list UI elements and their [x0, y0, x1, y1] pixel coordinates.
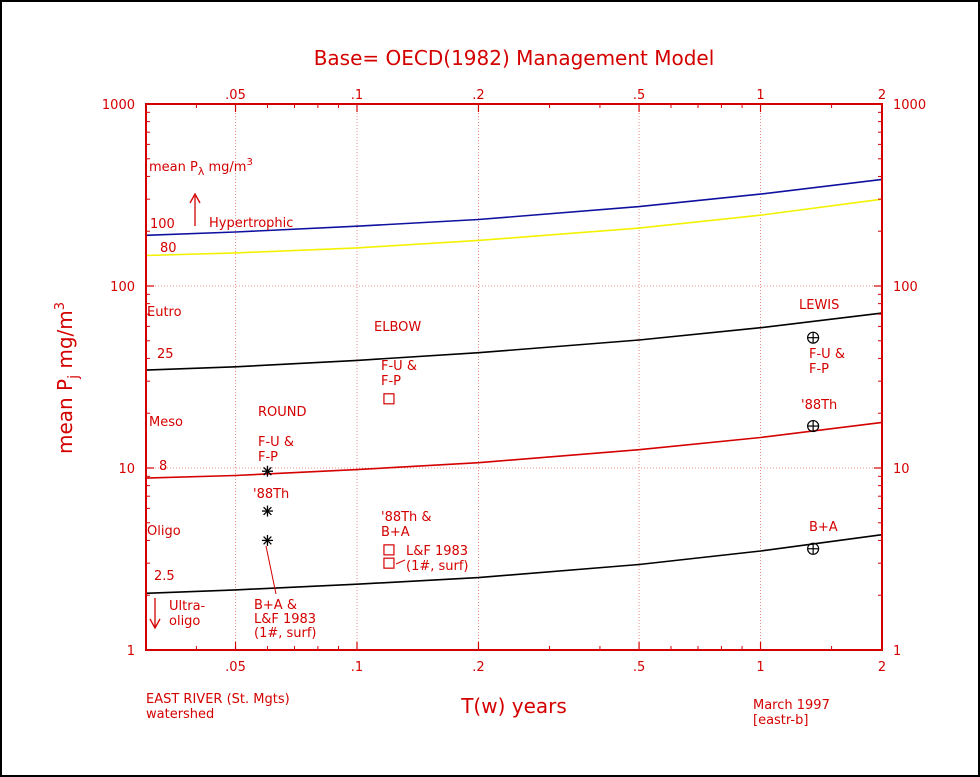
x-tick-label-top: .05 — [225, 88, 246, 103]
curve-label-100: 100 — [150, 217, 175, 232]
round-label: ROUND — [258, 405, 307, 420]
elbow-lf-line2: (1#, surf) — [406, 559, 469, 574]
down-arrow-icon — [149, 598, 161, 630]
curve-label-2-5: 2.5 — [154, 569, 175, 584]
lewis-label: LEWIS — [799, 298, 839, 313]
model-curves — [145, 178, 883, 595]
round-ba-line2: L&F 1983 — [254, 612, 316, 627]
y-tick-label-right: 1000 — [893, 98, 926, 113]
y-axis-label-sup: 3 — [53, 302, 68, 310]
y-tick-label-right: 1 — [893, 644, 901, 659]
x-tick-label-top: 1 — [756, 88, 764, 103]
lewis-88th-label: '88Th — [801, 398, 837, 413]
round-leader-line — [265, 545, 277, 595]
curve-label-80: 80 — [160, 241, 177, 256]
x-tick-label-bottom: .05 — [225, 660, 246, 675]
eutro-label: Eutro — [147, 305, 182, 320]
elbow-lf-line1: L&F 1983 — [406, 544, 468, 559]
elbow-88th-line2: B+A — [381, 525, 410, 540]
x-tick-label-bottom: .1 — [351, 660, 363, 675]
round-88th-label: '88Th — [253, 487, 289, 502]
round-ba-line1: B+A & — [254, 598, 297, 613]
x-tick-label-top: .5 — [633, 88, 645, 103]
y-axis-label-sub: j — [66, 375, 82, 380]
curve-25 — [145, 312, 883, 371]
lewis-circle-plus-marker — [807, 542, 820, 555]
date-line1: March 1997 — [753, 698, 830, 713]
lewis-fu-line1: F-U & — [809, 347, 845, 362]
elbow-fu-line1: F-U & — [381, 359, 417, 374]
star-stroke — [263, 536, 272, 545]
axis-ticks — [146, 103, 883, 651]
lewis-circle-plus-marker — [807, 419, 820, 433]
curve-label-8: 8 — [159, 459, 167, 474]
curve-100 — [145, 178, 883, 237]
round-star-marker — [261, 534, 273, 546]
elbow-88th-line1: '88Th & — [381, 510, 432, 525]
y-tick-label-left: 1 — [127, 644, 135, 659]
x-tick-label-top: 2 — [878, 88, 886, 103]
y-tick-label-left: 100 — [110, 280, 135, 295]
square-shape — [383, 557, 395, 569]
elbow-fu-line2: F-P — [381, 374, 401, 389]
y-tick-label-left: 1000 — [102, 98, 135, 113]
x-tick-label-bottom: .5 — [633, 660, 645, 675]
mean-p-lambda-label: mean Pλ mg/m3 — [149, 157, 253, 178]
y-axis-label-unit: mg/m — [53, 310, 77, 375]
round-star-marker — [261, 465, 273, 477]
mean-p-unit: mg/m — [204, 160, 246, 175]
data-markers — [261, 331, 820, 569]
elbow-square-marker — [383, 393, 395, 405]
x-tick-label-bottom: 2 — [878, 660, 886, 675]
ultra-label-line2: oligo — [169, 614, 200, 629]
meso-label: Meso — [149, 415, 183, 430]
curve-label-25: 25 — [157, 347, 174, 362]
mean-p-sub: λ — [198, 165, 205, 178]
grid-lines — [146, 104, 882, 650]
x-tick-label-top: .2 — [472, 88, 484, 103]
elbow-square-marker — [383, 557, 395, 569]
elbow-label: ELBOW — [374, 320, 421, 335]
x-axis-label: T(w) years — [460, 694, 567, 718]
mean-p-prefix: mean P — [149, 160, 198, 175]
y-axis-label: mean Pj mg/m3 — [53, 302, 82, 454]
round-fu-line2: F-P — [258, 450, 278, 465]
elbow-square-marker — [383, 544, 395, 556]
x-tick-label-top: .1 — [351, 88, 363, 103]
oligo-label: Oligo — [147, 524, 181, 539]
star-stroke — [263, 506, 272, 516]
y-tick-label-left: 10 — [118, 462, 135, 477]
round-ba-line3: (1#, surf) — [254, 626, 317, 641]
star-stroke — [263, 466, 272, 476]
curve-80 — [145, 198, 883, 257]
watershed-line2: watershed — [146, 707, 214, 722]
hypertrophic-label: Hypertrophic — [209, 216, 293, 231]
mean-p-sup: 3 — [246, 157, 252, 168]
lewis-circle-plus-marker — [807, 331, 820, 344]
elbow-leader-line — [395, 559, 406, 565]
date-line2: [eastr-b] — [753, 713, 808, 728]
square-shape — [383, 393, 395, 405]
y-axis-label-main: mean P — [53, 379, 77, 454]
curve-2-5 — [145, 533, 883, 595]
y-tick-label-right: 10 — [893, 462, 910, 477]
x-tick-label-bottom: .2 — [472, 660, 484, 675]
curve-8 — [145, 421, 883, 479]
lewis-fu-line2: F-P — [809, 362, 829, 377]
lewis-ba-label: B+A — [809, 520, 838, 535]
plot-area-border — [145, 103, 883, 651]
ultra-label-line1: Ultra- — [169, 599, 206, 614]
round-fu-line1: F-U & — [258, 435, 294, 450]
square-shape — [383, 544, 395, 556]
chart-title: Base= OECD(1982) Management Model — [314, 46, 715, 70]
watershed-line1: EAST RIVER (St. Mgts) — [146, 692, 290, 707]
y-tick-label-right: 100 — [893, 280, 918, 295]
up-arrow-icon — [189, 192, 201, 226]
x-tick-label-bottom: 1 — [756, 660, 764, 675]
round-star-marker — [261, 505, 273, 517]
